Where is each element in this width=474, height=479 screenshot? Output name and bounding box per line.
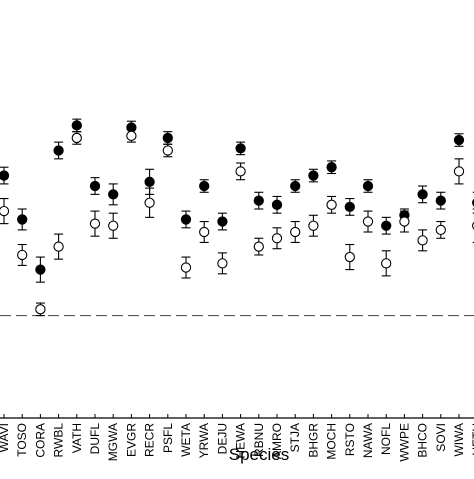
point-filled-deju [217,216,228,227]
x-tick-label-dufl: DUFL [88,423,102,455]
point-open-rwbl [53,241,64,252]
point-open-hewa [235,166,246,177]
point-filled-nawa [362,180,374,192]
data-marks [0,118,474,317]
point-open-dufl [89,218,101,229]
point-open-stja [290,226,301,238]
point-open-bhgr [308,220,319,231]
point-open-deju [217,258,228,269]
x-tick-label-weta: WETA [179,423,193,457]
point-open-evgr [126,130,137,141]
x-tick-label-mgwa: MGWA [106,423,120,461]
x-tick-label-sovi: SOVI [434,423,448,452]
x-tick-label-vath: VATH [70,423,84,453]
x-tick-label-bhco: BHCO [416,423,430,458]
point-open-wiwa [453,166,465,177]
point-filled-bhco [417,189,428,200]
series-1-filled [0,118,474,283]
point-open-yrwa [199,226,210,238]
point-open-weta [180,262,192,273]
x-tick-label-stja: STJA [288,423,302,452]
x-tick-label-rbnu: RBNU [252,423,266,457]
x-tick-label-recr: RECR [143,423,157,457]
point-filled-stja [290,180,301,192]
x-tick-label-wiwa: WIWA [452,423,466,457]
x-tick-labels: WAVI TOSO CORA RWBL VATH DUFL MGWA EVGR RECR PSFL… [0,423,474,462]
point-filled-vath [71,120,82,131]
x-tick-label-nawa: NAWA [361,423,375,458]
point-filled-psfl [162,132,173,144]
point-filled-bhgr [308,170,319,181]
point-filled-cora [35,264,46,275]
x-tick-label-psfl: PSFL [161,423,175,453]
point-filled-wavi [0,170,10,181]
point-open-sovi [435,224,446,236]
x-tick-label-evgr: EVGR [124,423,138,457]
point-filled-rwbl [53,145,64,156]
series-2-open [0,129,474,317]
point-open-recr [144,197,155,208]
point-open-rbnu [253,241,264,252]
x-tick-label-nofl: NOFL [379,423,393,455]
point-open-amro [271,233,283,244]
point-filled-rbnu [253,195,264,206]
point-open-rsto [344,251,355,263]
x-tick-label-rwbl: RWBL [52,423,66,458]
point-filled-rsto [344,201,355,213]
point-open-nofl [381,258,392,269]
x-tick-label-deju: DEJU [215,423,229,454]
point-filled-sovi [435,195,446,206]
point-open-mgwa [108,220,119,231]
point-filled-wiwa [453,134,465,146]
point-filled-amro [271,199,283,210]
x-tick-label-cora: CORA [33,423,47,458]
x-tick-label-hewa: HEWA [234,423,248,459]
x-tick-label-rsto: RSTO [343,423,357,456]
point-filled-nofl [381,220,392,231]
x-axis-title: Species [229,445,289,464]
x-tick-label-amro: AMRO [270,423,284,459]
point-open-vath [71,132,82,144]
point-filled-yrwa [199,180,210,192]
x-tick-label-heth: HETH [470,423,474,456]
point-filled-dufl [89,180,101,192]
point-open-bhco [417,235,428,246]
point-filled-moch [326,162,337,173]
x-tick-label-wwpe: WWPE [397,423,411,462]
x-axis [0,414,474,419]
x-tick-label-moch: MOCH [325,423,339,460]
point-filled-weta [180,214,192,225]
point-filled-hewa [235,143,246,154]
point-open-psfl [162,145,173,156]
point-open-wwpe [399,216,410,227]
x-tick-label-wavi: WAVI [0,423,11,452]
point-filled-toso [17,214,28,225]
point-filled-mgwa [108,189,119,200]
x-tick-label-yrwa: YRWA [197,423,211,458]
point-open-toso [17,249,28,261]
point-open-nawa [362,216,374,227]
point-open-moch [326,199,337,210]
point-filled-recr [144,176,155,187]
point-open-cora [35,304,46,315]
x-tick-label-bhgr: BHGR [306,423,320,458]
x-tick-label-toso: TOSO [15,423,29,457]
point-open-wavi [0,205,10,217]
